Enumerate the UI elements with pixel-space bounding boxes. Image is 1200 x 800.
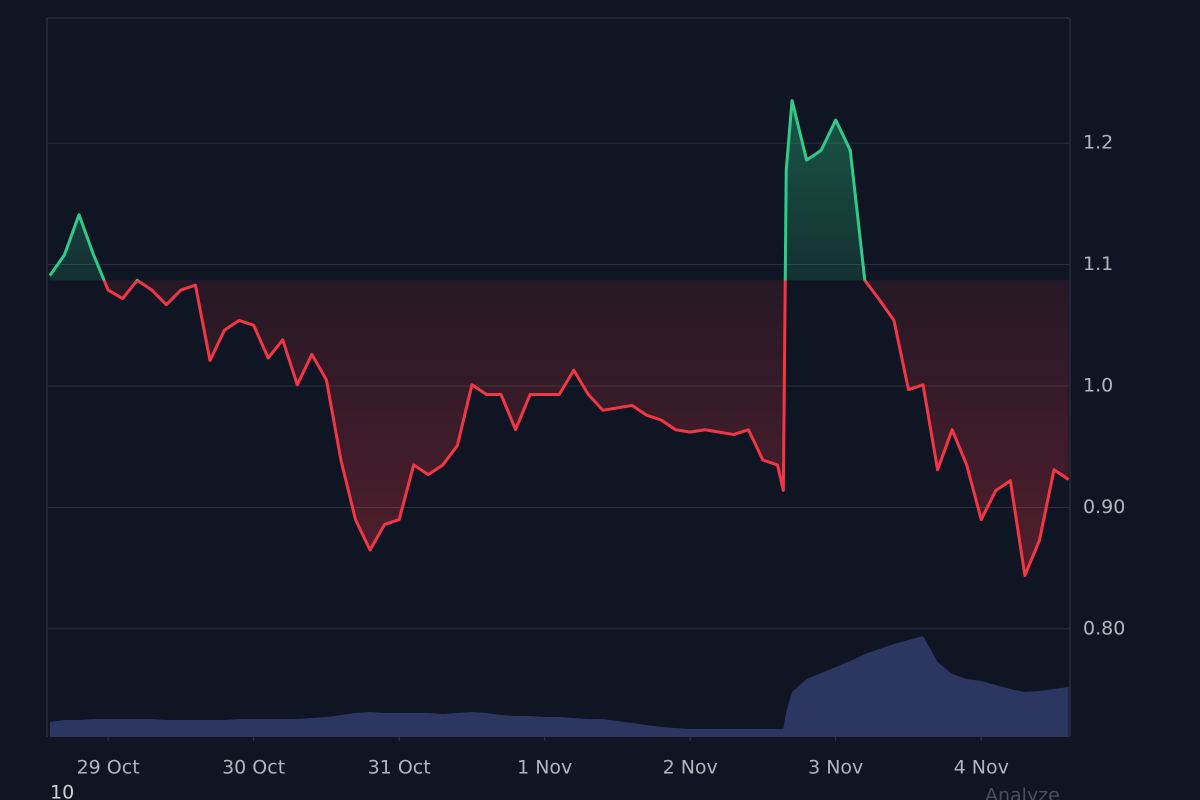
x-tick-label: 31 Oct [368, 757, 431, 779]
x-tick-label: 4 Nov [954, 757, 1009, 779]
volume-area [49, 636, 1069, 737]
baseline-area [49, 100, 1069, 576]
y-tick-label: 0.80 [1083, 617, 1125, 639]
y-tick-label: 1.1 [1083, 253, 1113, 275]
x-tick-label: 3 Nov [808, 757, 863, 779]
footer-left: 10 [50, 782, 74, 800]
y-tick-label: 1.2 [1083, 132, 1113, 154]
x-tick-label: 30 Oct [222, 757, 285, 779]
footer-right[interactable]: Analyze [985, 785, 1060, 800]
x-tick-label: 1 Nov [517, 757, 572, 779]
x-tick-label: 2 Nov [663, 757, 718, 779]
y-tick-label: 0.90 [1083, 496, 1125, 518]
price-line [48, 99, 1070, 577]
x-tick-label: 29 Oct [77, 757, 140, 779]
y-tick-label: 1.0 [1083, 375, 1113, 397]
